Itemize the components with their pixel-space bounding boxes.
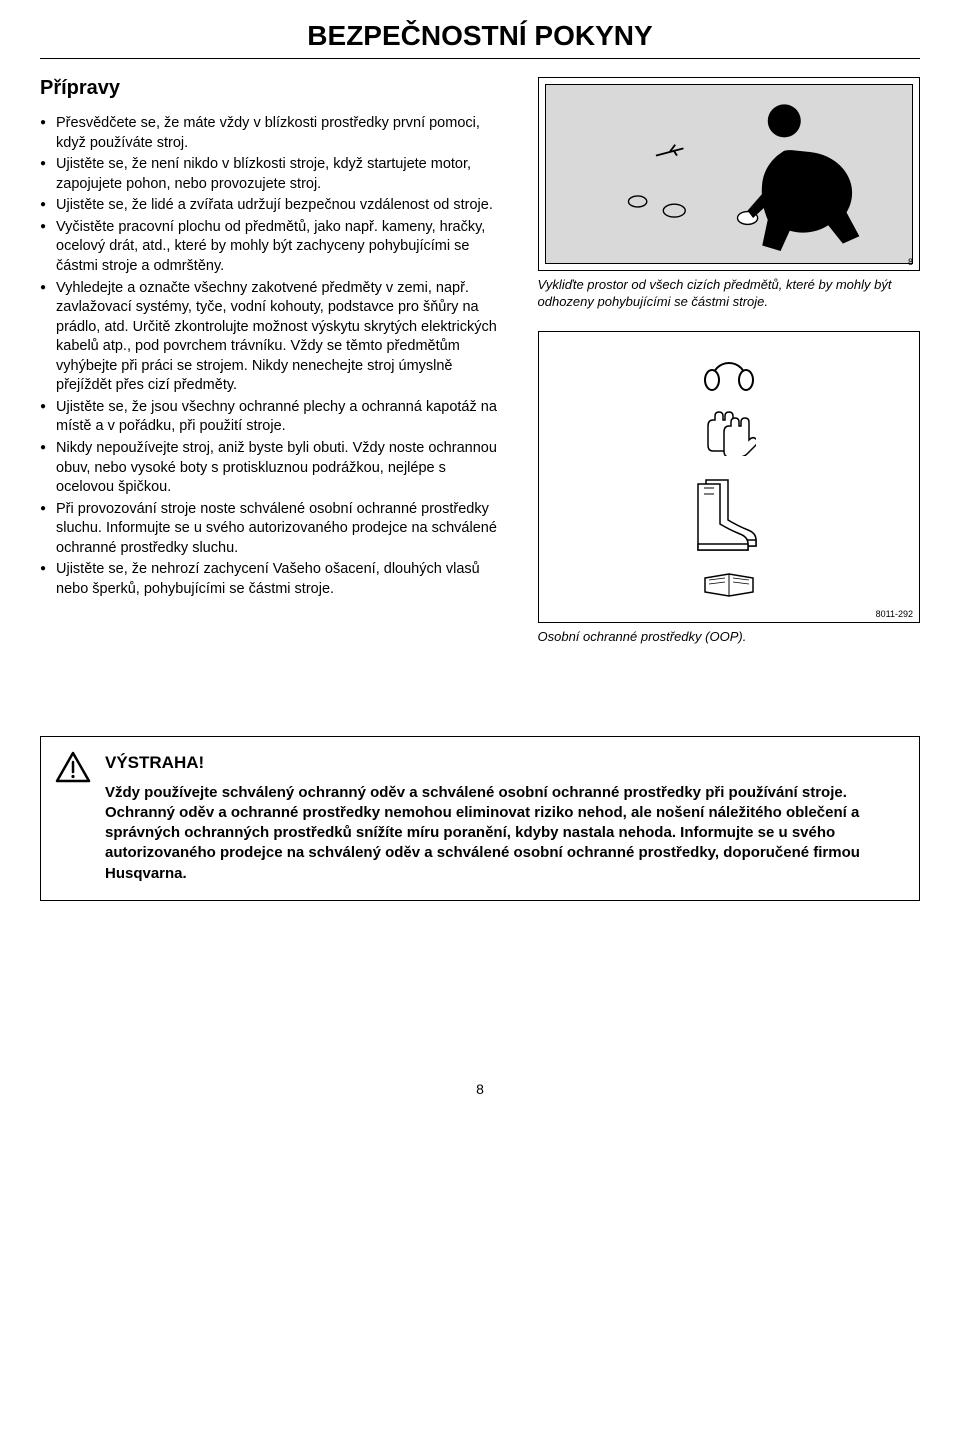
list-item: Ujistěte se, že jsou všechny ochranné pl… [40, 398, 508, 437]
figure-1: 8 [538, 77, 921, 271]
figure-ref: 8 [908, 257, 913, 267]
ear-protection-icon [702, 352, 756, 392]
figure-ref: 8011-292 [876, 609, 913, 619]
bullet-list: Přesvědčete se, že máte vždy v blízkosti… [40, 114, 508, 600]
list-item: Ujistěte se, že lidé a zvířata udržují b… [40, 196, 508, 216]
manual-icon [701, 570, 757, 598]
warning-text: Vždy používejte schválený ochranný oděv … [105, 783, 901, 884]
warning-title: VÝSTRAHA! [105, 753, 901, 773]
warning-box: VÝSTRAHA! Vždy používejte schválený ochr… [40, 736, 920, 901]
list-item: Ujistěte se, že nehrozí zachycení Vašeho… [40, 560, 508, 599]
list-item: Při provozování stroje noste schválené o… [40, 500, 508, 559]
left-column: Přípravy Přesvědčete se, že máte vždy v … [40, 77, 508, 666]
right-column: 8 Vykliďte prostor od všech cizích předm… [538, 77, 921, 666]
clearing-debris-illustration [545, 84, 914, 264]
figure-2: 8011-292 [538, 331, 921, 623]
gloves-icon [702, 410, 756, 456]
figure-1-caption: Vykliďte prostor od všech cizích předmět… [538, 277, 921, 311]
list-item: Ujistěte se, že není nikdo v blízkosti s… [40, 155, 508, 194]
list-item: Přesvědčete se, že máte vždy v blízkosti… [40, 114, 508, 153]
page-title: BEZPEČNOSTNÍ POKYNY [40, 20, 920, 59]
list-item: Nikdy nepoužívejte stroj, aniž byste byl… [40, 439, 508, 498]
page-number: 8 [40, 1081, 920, 1097]
boots-icon [694, 474, 764, 552]
person-clearing-debris-icon [546, 85, 913, 263]
section-heading: Přípravy [40, 77, 508, 100]
content-columns: Přípravy Přesvědčete se, že máte vždy v … [40, 77, 920, 666]
list-item: Vyčistěte pracovní plochu od předmětů, j… [40, 218, 508, 277]
ppe-illustration [545, 338, 914, 616]
figure-2-caption: Osobní ochranné prostředky (OOP). [538, 629, 921, 646]
list-item: Vyhledejte a označte všechny zakotvené p… [40, 279, 508, 396]
warning-triangle-icon [55, 751, 91, 783]
